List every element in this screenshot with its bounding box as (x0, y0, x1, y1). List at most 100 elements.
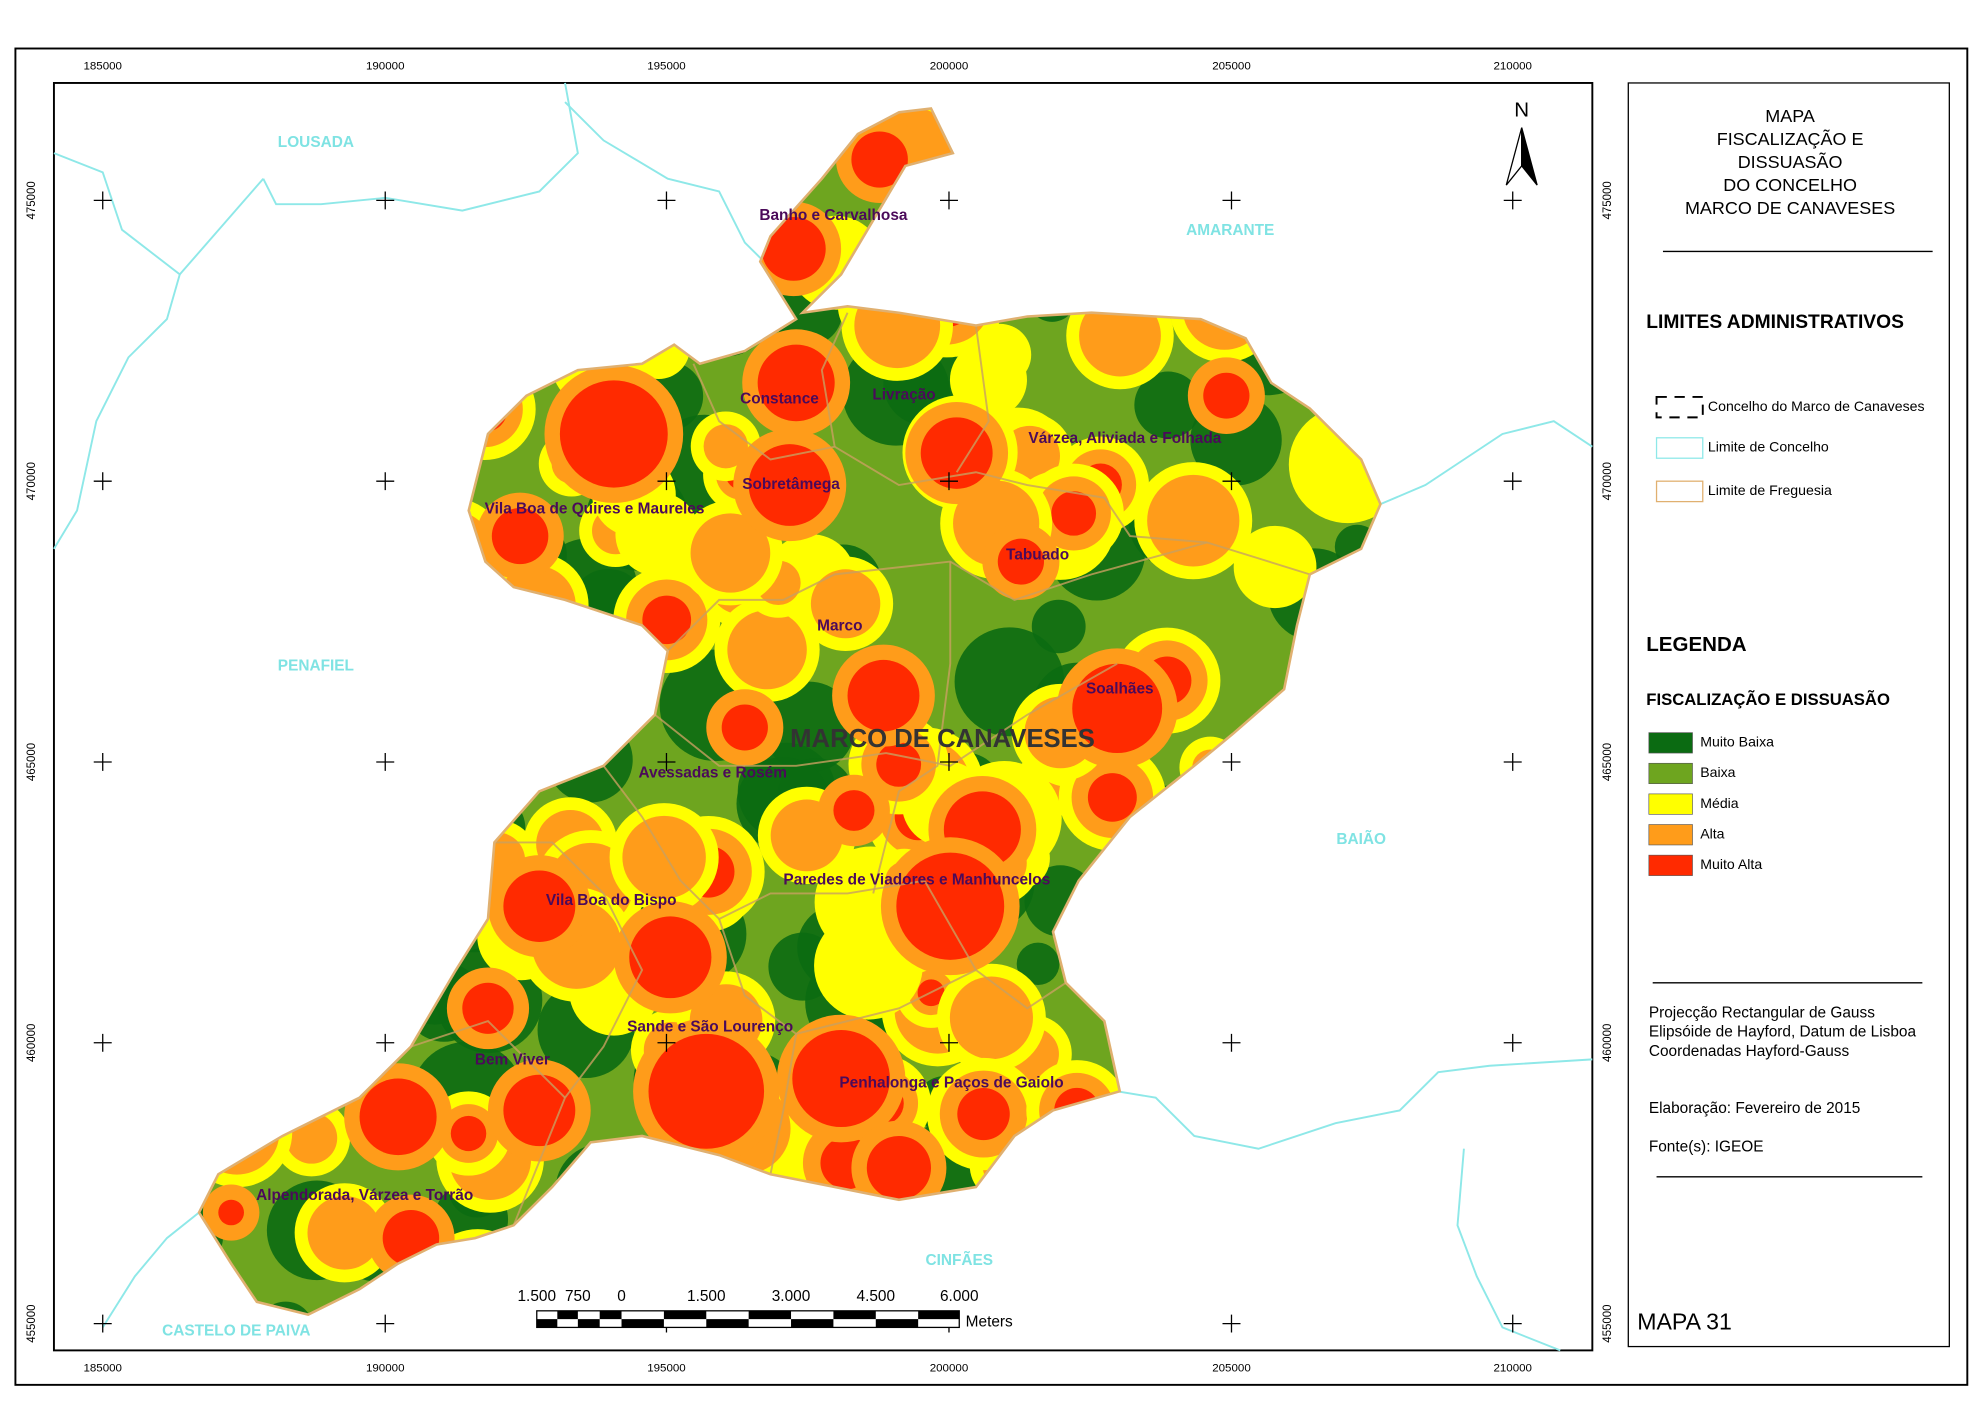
scale-segment (875, 1319, 919, 1328)
projection-note: Coordenadas Hayford-Gauss (1649, 1043, 1850, 1060)
panel-title: MARCO DE CANAVESES (1685, 198, 1895, 218)
grid-cross (939, 1033, 958, 1052)
grid-cross (376, 472, 395, 491)
raster-cell (450, 1115, 487, 1152)
scale-segment (918, 1310, 960, 1320)
raster-cell (847, 659, 920, 732)
raster-cell (462, 982, 514, 1034)
scale-segment (791, 1319, 834, 1328)
grid-cross (93, 1033, 112, 1052)
neighbor-label: BAIÃO (1336, 830, 1386, 848)
grid-label-left: 460000 (26, 1024, 38, 1062)
raster-cell (648, 1033, 765, 1149)
grid-cross (1503, 1314, 1522, 1333)
grid-cross (376, 1033, 395, 1052)
grid-cross (939, 191, 958, 210)
map-number: MAPA 31 (1637, 1309, 1732, 1335)
county-boundary (262, 82, 579, 212)
county-boundary (179, 178, 264, 276)
scale-label: 4.500 (857, 1288, 896, 1305)
grid-cross (376, 1314, 395, 1333)
county-boundary (1380, 420, 1593, 506)
parish-label: Soalhães (1086, 680, 1154, 697)
scale-segment (557, 1310, 578, 1320)
neighbor-label: CASTELO DE PAIVA (162, 1322, 310, 1339)
raster-cell (727, 610, 807, 690)
grid-cross (657, 472, 676, 491)
grid-cross (93, 753, 112, 771)
scale-label: 6.000 (940, 1288, 979, 1305)
sources: Fonte(s): IGEOE (1649, 1139, 1764, 1156)
side-panel (1627, 82, 1950, 1348)
parish-label: Vila Boa do Bispo (546, 892, 677, 909)
grid-label-top: 205000 (1212, 60, 1251, 72)
raster-cell (559, 380, 668, 488)
raster-cell (792, 1030, 890, 1128)
parish-label: Banho e Carvalhosa (759, 207, 908, 224)
raster-cell (629, 916, 712, 999)
raster-cell (761, 216, 826, 281)
grid-cross (1222, 1033, 1241, 1052)
scale-segment (577, 1319, 600, 1328)
parish-boundary (955, 325, 990, 473)
raster-cell (359, 1078, 437, 1156)
limit-label: Limite de Concelho (1708, 439, 1829, 455)
legend-heading: LEGENDA (1646, 633, 1747, 656)
panel-title: MAPA (1765, 106, 1815, 126)
grid-cross (1222, 472, 1241, 491)
grid-cross (1503, 472, 1522, 491)
raster-cell (1087, 773, 1137, 822)
legend-subheading: FISCALIZAÇÃO E DISSUASÃO (1646, 689, 1890, 709)
legend-swatch (1648, 732, 1693, 754)
raster-cell (851, 131, 908, 188)
grid-label-right: 460000 (1602, 1024, 1614, 1062)
scale-label: 0 (617, 1288, 626, 1305)
legend-label: Baixa (1700, 764, 1735, 780)
projection-note: Elipsóide de Hayford, Datum de Lisboa (1649, 1024, 1917, 1041)
raster-cell (307, 1195, 382, 1270)
legend-swatch (1648, 793, 1693, 815)
panel-title: FISCALIZAÇÃO E (1717, 128, 1864, 149)
parish-label: Marco (817, 618, 862, 635)
parish-label: Penhalonga e Paços de Gaiolo (839, 1075, 1063, 1092)
county-boundary (101, 1211, 200, 1328)
raster-cell (690, 513, 771, 593)
grid-label-right: 475000 (1602, 181, 1614, 219)
raster-cell (1031, 599, 1086, 654)
municipality-outline (197, 107, 1382, 1317)
raster-cell (1072, 663, 1163, 754)
grid-label-top: 190000 (366, 60, 405, 72)
raster-cell (920, 417, 993, 489)
grid-cross (93, 191, 112, 210)
scale-unit: Meters (966, 1313, 1013, 1330)
panel-title: DISSUASÃO (1738, 151, 1843, 172)
limit-swatch (1655, 480, 1704, 503)
grid-label-top: 200000 (930, 60, 969, 72)
scale-label: 1.500 (517, 1288, 556, 1305)
legend-swatch (1648, 762, 1693, 785)
legend-label: Média (1700, 795, 1739, 811)
parish-boundary (410, 1019, 566, 1099)
grid-label-left: 470000 (26, 462, 38, 500)
scale-segment (833, 1310, 876, 1320)
legend-label: Muito Baixa (1700, 734, 1774, 750)
parish-boundary (820, 312, 849, 447)
grid-cross (1222, 1314, 1241, 1333)
grid-label-left: 475000 (26, 181, 38, 219)
grid-label-left: 455000 (26, 1304, 38, 1342)
parish-label: Alpendorada, Várzea e Torrão (256, 1187, 473, 1204)
neighbor-label: AMARANTE (1186, 222, 1274, 239)
legend-label: Muito Alta (1700, 856, 1762, 872)
parish-boundary (692, 363, 1208, 544)
grid-label-bottom: 195000 (647, 1362, 686, 1374)
parish-label: Bem Viver (475, 1052, 550, 1069)
north-arrow (1521, 127, 1538, 186)
panel-title: DO CONCELHO (1723, 175, 1857, 195)
raster-cell (642, 595, 692, 645)
grid-label-bottom: 200000 (930, 1362, 969, 1374)
grid-label-right: 470000 (1602, 462, 1614, 500)
grid-cross (376, 191, 395, 210)
parish-label: Tabuado (1006, 546, 1069, 563)
